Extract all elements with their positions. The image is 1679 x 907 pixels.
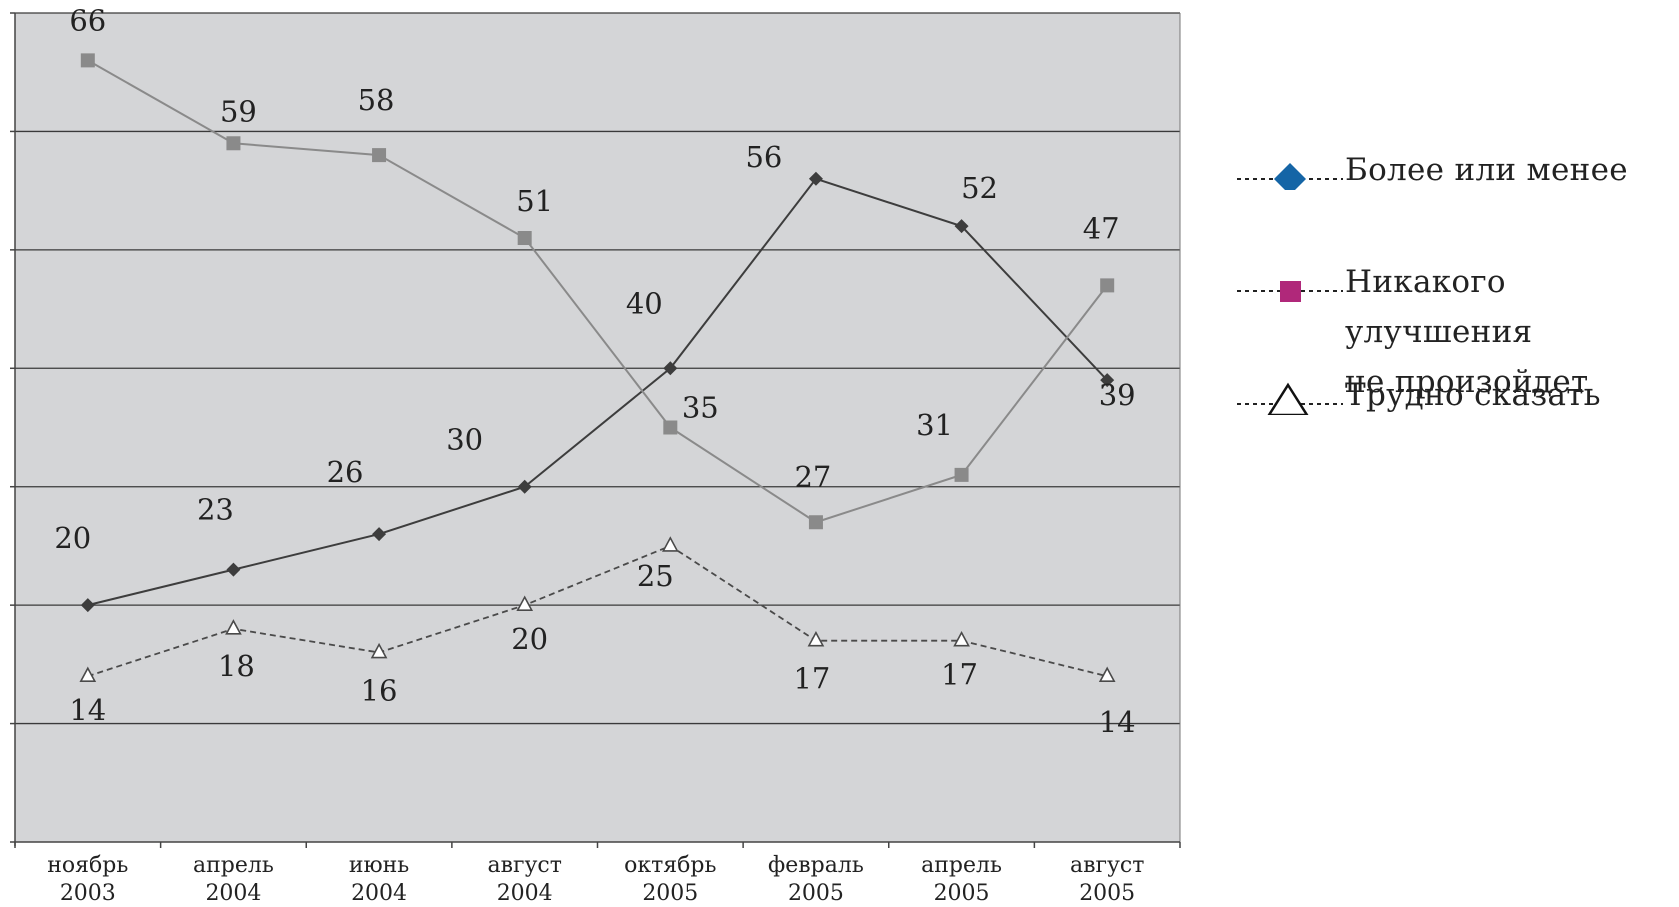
x-tick-label: ноябрь 2003 xyxy=(47,853,128,906)
data-label: 20 xyxy=(511,622,548,656)
series-line-0 xyxy=(87,177,1108,607)
triangle-marker-icon xyxy=(1237,382,1343,415)
data-label: 18 xyxy=(218,649,255,683)
data-point xyxy=(370,642,388,659)
x-tick-label: октябрь 2005 xyxy=(624,853,716,906)
legend-label: Трудно сказать xyxy=(1345,370,1601,420)
data-point xyxy=(1100,278,1115,293)
data-point xyxy=(517,479,532,494)
x-tick-label: апрель 2004 xyxy=(193,853,274,906)
data-label: 20 xyxy=(54,521,91,555)
x-tick-label: апрель 2005 xyxy=(921,853,1002,906)
data-point xyxy=(954,219,969,234)
data-point xyxy=(80,53,95,68)
data-point xyxy=(1100,373,1115,388)
data-label: 14 xyxy=(1099,705,1136,739)
data-point xyxy=(661,536,679,552)
x-tick-label: февраль 2005 xyxy=(768,853,864,906)
data-point xyxy=(226,136,241,151)
series-line-1 xyxy=(87,59,1108,524)
x-tick-label: август 2005 xyxy=(1070,853,1144,906)
legend-label: Более или менее xyxy=(1345,145,1628,195)
data-label: 26 xyxy=(327,455,364,489)
data-label: 35 xyxy=(682,391,719,425)
legend-item-more-or-less: Более или менее xyxy=(1235,150,1628,195)
data-label: 30 xyxy=(446,423,483,457)
data-label: 51 xyxy=(516,184,553,218)
legend-item-hard-to-say: Трудно сказать xyxy=(1235,375,1601,420)
data-point xyxy=(79,666,97,683)
data-point xyxy=(953,630,970,647)
data-label: 23 xyxy=(197,493,234,527)
x-tick-label: август 2004 xyxy=(487,853,561,906)
data-point xyxy=(80,598,95,613)
data-label: 39 xyxy=(1099,378,1136,412)
legend-label-text: Более или менее xyxy=(1345,152,1628,188)
diamond-marker-icon xyxy=(1237,163,1343,190)
data-point xyxy=(663,420,678,435)
data-label: 40 xyxy=(626,286,663,320)
data-label: 66 xyxy=(69,3,106,37)
data-label: 56 xyxy=(745,140,782,174)
legend-label-line-2: не произойдет xyxy=(1345,364,1589,400)
legend-label-text: Трудно сказать xyxy=(1345,377,1601,413)
data-point xyxy=(372,527,387,542)
data-label: 16 xyxy=(361,674,398,708)
data-label: 31 xyxy=(916,408,953,442)
data-point xyxy=(1098,666,1116,683)
data-point xyxy=(226,562,241,577)
data-label: 17 xyxy=(941,658,978,692)
legend-item-no-improvement: Никакого улучшения не произойдет xyxy=(1235,262,1675,407)
series-line-2 xyxy=(87,544,1108,678)
data-point xyxy=(954,467,969,482)
data-point xyxy=(663,361,678,376)
data-point xyxy=(807,630,825,647)
data-label: 27 xyxy=(794,460,831,494)
data-label: 14 xyxy=(69,693,106,727)
legend-label: Никакого улучшения не произойдет xyxy=(1345,257,1675,407)
data-label: 17 xyxy=(793,662,830,696)
data-point xyxy=(516,595,534,611)
data-point xyxy=(808,515,823,530)
square-marker-icon xyxy=(1237,281,1343,302)
data-point xyxy=(225,619,242,635)
data-label: 59 xyxy=(220,94,257,128)
data-point xyxy=(517,231,532,246)
data-label: 52 xyxy=(961,171,998,205)
data-label: 25 xyxy=(637,559,674,593)
data-point xyxy=(372,148,387,163)
x-tick-label: июнь 2004 xyxy=(349,853,409,906)
data-label: 58 xyxy=(358,83,395,117)
data-point xyxy=(808,171,823,186)
legend-label-line-1: Никакого улучшения xyxy=(1345,264,1533,350)
data-label: 47 xyxy=(1083,211,1120,245)
